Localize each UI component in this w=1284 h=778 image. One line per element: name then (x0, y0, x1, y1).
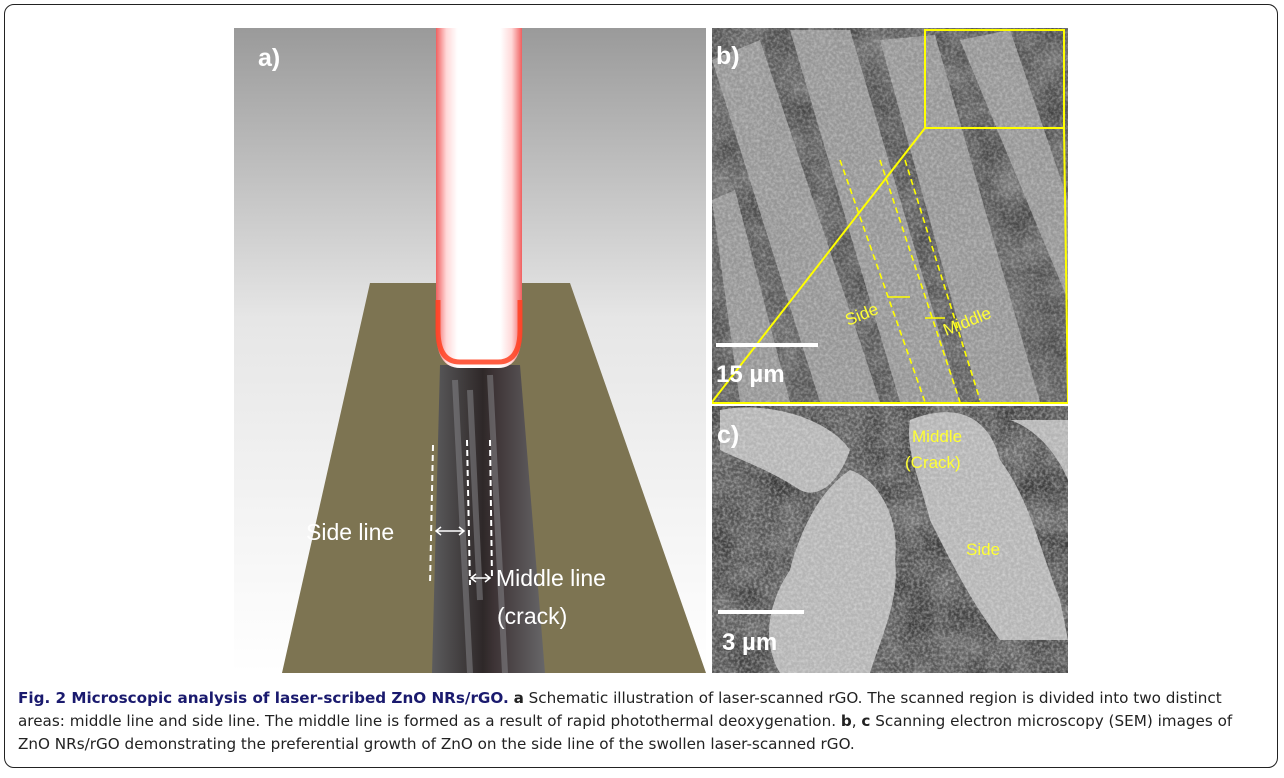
caption-panel-ref: b (841, 712, 852, 730)
caption-panel-ref: a (514, 689, 524, 707)
panel-a: a) Side line Middle line (crack) (234, 28, 706, 673)
panel-label: c) (717, 421, 739, 449)
panel-label: a) (258, 44, 280, 72)
caption-title: Fig. 2 Microscopic analysis of laser-scr… (18, 689, 509, 707)
panel-b: b) Side Middle 15 µm (712, 28, 1068, 402)
panel-label: b) (716, 42, 740, 70)
caption-text: , (852, 712, 857, 730)
annotation: Side (966, 540, 1000, 559)
annotation: (crack) (497, 603, 567, 629)
caption: Fig. 2 Microscopic analysis of laser-scr… (18, 687, 1268, 756)
panel-c: c) Middle (Crack) Side 3 µm (712, 406, 1068, 673)
annotation: Side line (306, 519, 394, 545)
annotation: Middle (912, 427, 962, 446)
scale-bar-label: 15 µm (716, 361, 785, 388)
figure: a) Side line Middle line (crack) b) Side… (0, 0, 1284, 680)
page: {"panels": { "a": {"label": "a)", "annot… (0, 0, 1284, 778)
caption-panel-ref: c (861, 712, 870, 730)
annotation: (Crack) (905, 453, 961, 472)
annotation: Middle line (496, 565, 606, 591)
scale-bar-label: 3 µm (722, 629, 777, 656)
